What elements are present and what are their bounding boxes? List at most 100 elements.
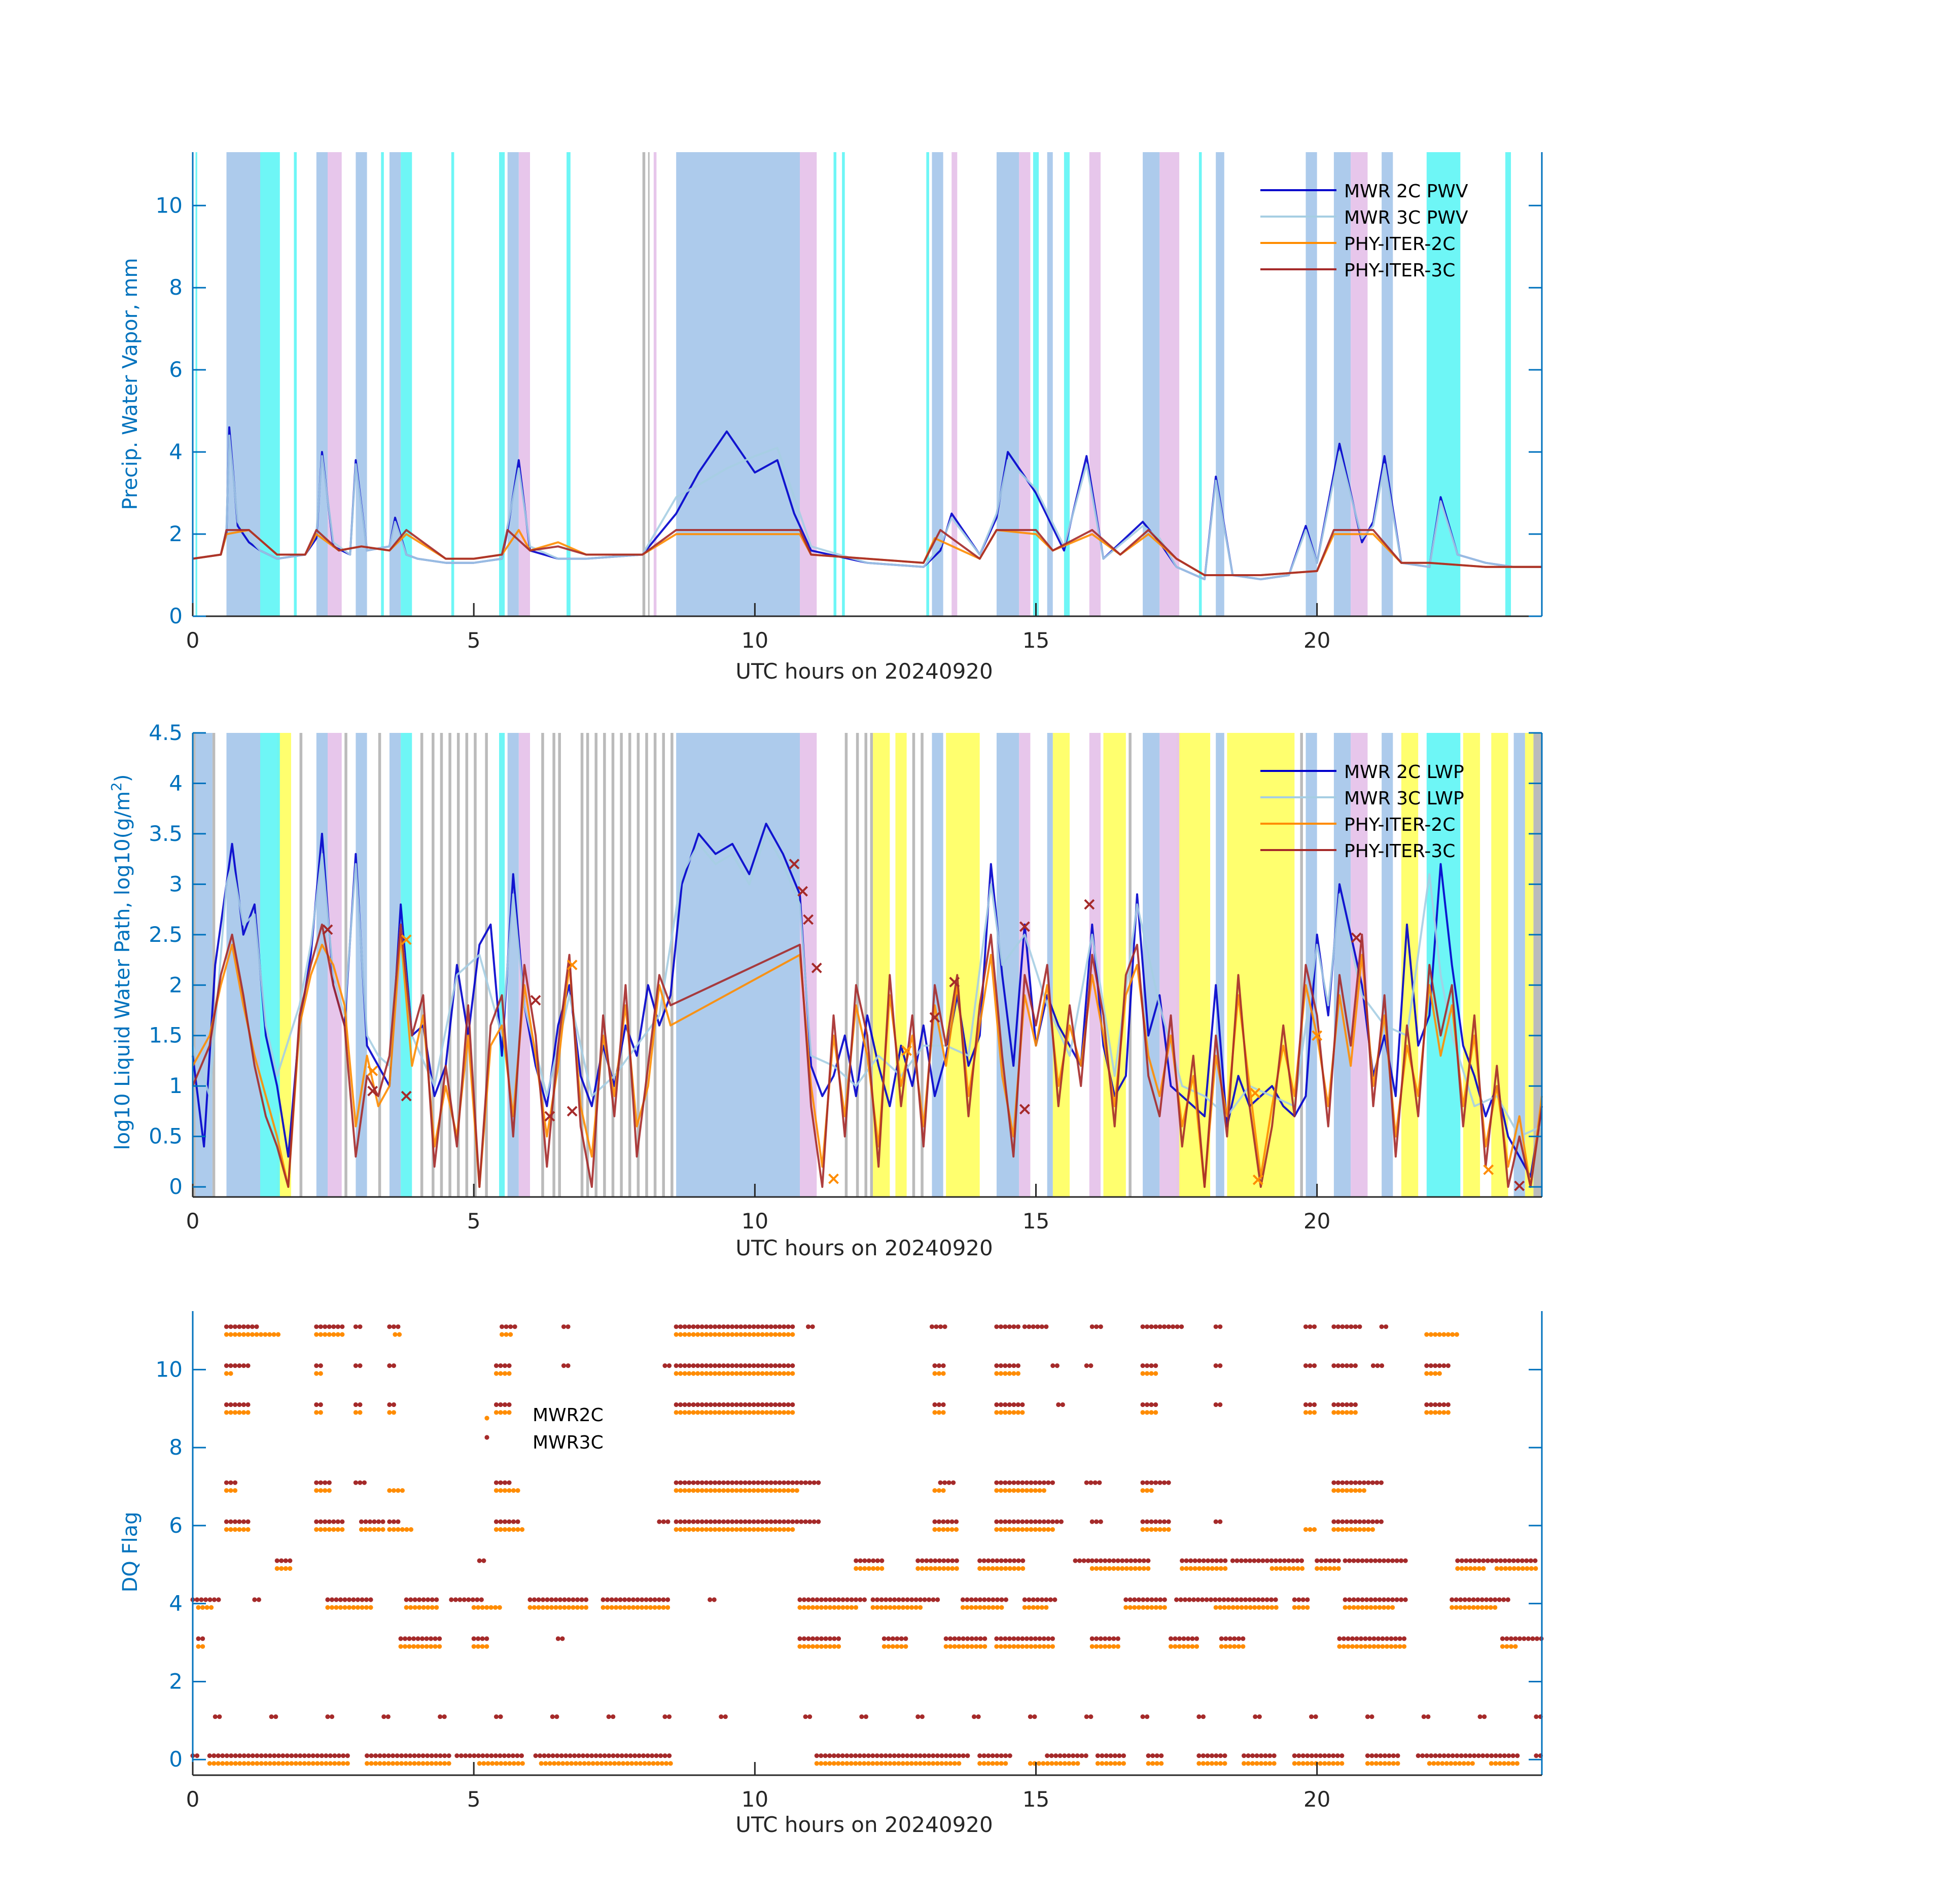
dq-point	[687, 1324, 692, 1329]
dq-point	[1145, 1605, 1150, 1610]
dq-point	[708, 1363, 713, 1368]
dq-point	[353, 1410, 359, 1415]
dq-point	[687, 1371, 692, 1376]
lwp-band-pink	[1159, 733, 1180, 1197]
dq-point	[1015, 1488, 1020, 1493]
dq-point	[827, 1761, 832, 1766]
pwv-y-tick-label: 8	[169, 275, 183, 300]
dq-point	[936, 1371, 942, 1376]
dq-point	[1022, 1605, 1027, 1610]
dq-point	[756, 1402, 761, 1407]
dq-point	[1077, 1558, 1082, 1563]
lwp-band-blue	[195, 733, 213, 1197]
dq-point	[1140, 1714, 1145, 1719]
dq-point	[1361, 1488, 1366, 1493]
dq-point	[515, 1753, 520, 1758]
lwp-x-marker-stroke	[401, 1090, 412, 1102]
dq-point	[1044, 1324, 1049, 1329]
dq-point	[941, 1519, 946, 1524]
dq-point	[1386, 1558, 1391, 1563]
dq-point	[717, 1402, 722, 1407]
lwp-band-gray	[344, 733, 347, 1197]
dq-point	[913, 1597, 919, 1602]
dq-point	[372, 1527, 377, 1532]
dq-point	[1046, 1527, 1051, 1532]
dq-point	[1292, 1597, 1297, 1602]
dq-point	[314, 1363, 319, 1368]
dq-point	[1503, 1566, 1508, 1571]
dq-point	[682, 1324, 687, 1329]
dq-point	[213, 1714, 218, 1719]
dq-point	[879, 1597, 884, 1602]
dq-point	[1243, 1558, 1248, 1563]
dq-point	[1218, 1566, 1223, 1571]
dq-point	[1175, 1324, 1180, 1329]
dq-point	[1510, 1761, 1515, 1766]
dq-point	[1162, 1605, 1167, 1610]
dq-point	[1433, 1371, 1438, 1376]
dq-point	[1083, 1753, 1088, 1758]
pwv-band-blue	[676, 152, 800, 616]
dq-point	[973, 1605, 978, 1610]
dq-point	[1115, 1566, 1120, 1571]
dq-point	[1346, 1636, 1351, 1641]
dq-point	[1534, 1714, 1539, 1719]
dq-point	[314, 1519, 319, 1524]
dq-point	[1357, 1324, 1362, 1329]
dq-point	[1339, 1753, 1345, 1758]
dq-point	[1052, 1597, 1057, 1602]
dq-point	[1384, 1644, 1390, 1649]
dq-point	[1394, 1558, 1399, 1563]
dq-point	[1088, 1714, 1094, 1719]
dq-point	[1153, 1371, 1158, 1376]
dq-point	[936, 1363, 942, 1368]
dq-point	[713, 1410, 718, 1415]
dq-point	[1218, 1753, 1223, 1758]
dq-point	[624, 1753, 629, 1758]
dq-point	[662, 1714, 667, 1719]
dq-point	[730, 1519, 735, 1524]
lwp-legend-label: PHY-ITER-3C	[1344, 841, 1455, 862]
dq-point	[790, 1410, 795, 1415]
lwp-x-marker-stroke	[567, 1106, 578, 1117]
dq-point	[704, 1410, 709, 1415]
dq-point	[777, 1480, 782, 1485]
pwv-band-cyan	[842, 152, 845, 616]
dq-point	[892, 1597, 897, 1602]
dq-point	[430, 1605, 435, 1610]
dq-point	[421, 1605, 426, 1610]
dq-point	[1020, 1527, 1025, 1532]
dq-point	[1037, 1644, 1042, 1649]
dq-point	[606, 1714, 611, 1719]
dq-point	[832, 1605, 837, 1610]
dq-point	[1511, 1566, 1516, 1571]
pwv-xlabel: UTC hours on 20240920	[735, 659, 993, 684]
dq-point	[725, 1324, 730, 1329]
dq-point	[1234, 1597, 1240, 1602]
dq-point	[773, 1363, 778, 1368]
dq-point	[924, 1558, 929, 1563]
dq-point	[699, 1324, 704, 1329]
dq-point	[998, 1636, 1003, 1641]
dq-point	[554, 1714, 559, 1719]
dq-point	[682, 1488, 687, 1493]
dq-point	[1075, 1753, 1080, 1758]
dq-point	[836, 1605, 841, 1610]
dq-point	[1292, 1605, 1297, 1610]
dq-point	[1363, 1636, 1368, 1641]
dq-point	[725, 1527, 730, 1532]
dq-point	[1214, 1753, 1219, 1758]
dq-point	[1351, 1597, 1356, 1602]
dq-point	[1373, 1558, 1378, 1563]
dq-point	[687, 1332, 692, 1337]
lwp-x-marker-stroke	[1250, 1087, 1261, 1099]
dq-point	[360, 1597, 365, 1602]
dq-point	[437, 1636, 442, 1641]
dq-point	[1192, 1566, 1197, 1571]
dq-point	[810, 1636, 816, 1641]
dq-point	[237, 1519, 242, 1524]
dq-point	[768, 1488, 773, 1493]
dq-point	[1344, 1410, 1349, 1415]
lwp-band-gray	[912, 733, 915, 1197]
dq-point	[1140, 1527, 1145, 1532]
